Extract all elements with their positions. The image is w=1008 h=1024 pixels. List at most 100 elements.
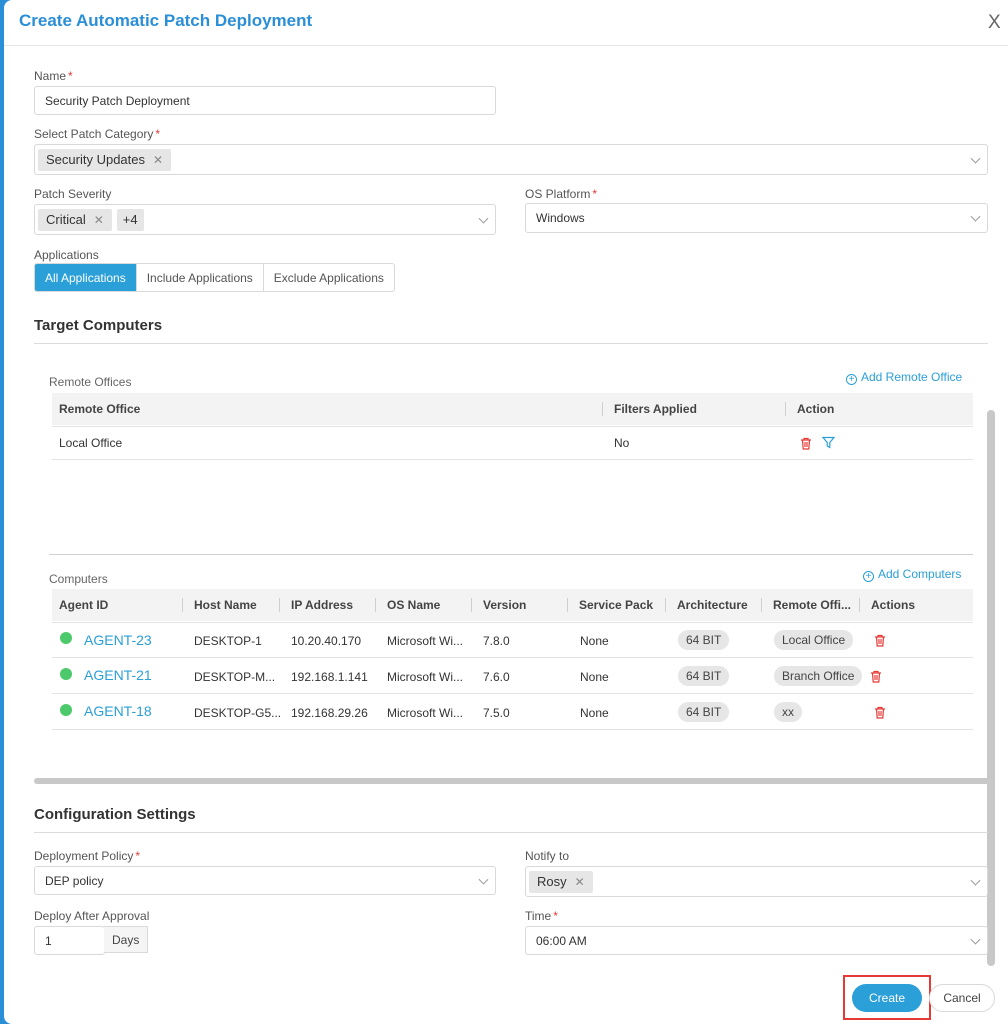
column-header: Service Pack — [579, 598, 654, 612]
os-name-cell: Microsoft Wi... — [387, 634, 464, 648]
remote-offices-header: Remote Office Filters Applied Action — [52, 393, 973, 425]
section-divider — [34, 832, 988, 833]
add-computers-button[interactable]: + Add Computers — [863, 567, 961, 582]
host-name-cell: DESKTOP-G5... — [194, 706, 282, 720]
column-header: Remote Office — [59, 402, 141, 416]
column-separator — [182, 598, 183, 612]
patch-severity-label: Patch Severity — [34, 187, 112, 201]
remote-office-cell: Local Office — [59, 436, 123, 450]
configuration-settings-title: Configuration Settings — [34, 806, 196, 823]
deploy-after-input[interactable]: 1 — [34, 926, 105, 955]
trash-icon[interactable] — [874, 706, 886, 719]
chevron-down-icon — [478, 213, 489, 224]
chevron-down-icon — [970, 153, 981, 164]
add-remote-office-button[interactable]: + Add Remote Office — [846, 370, 962, 385]
all-applications-option[interactable]: All Applications — [35, 264, 137, 291]
service-pack-cell: None — [580, 706, 609, 720]
column-separator — [761, 598, 762, 612]
remote-offices-label: Remote Offices — [49, 375, 132, 389]
applications-segmented: All Applications Include Applications Ex… — [34, 263, 395, 292]
column-header: Host Name — [194, 598, 257, 612]
horizontal-scrollbar[interactable] — [34, 778, 989, 784]
remote-office-badge: Branch Office — [774, 666, 863, 686]
version-cell: 7.8.0 — [483, 634, 510, 648]
plus-circle-icon: + — [863, 571, 874, 582]
include-applications-option[interactable]: Include Applications — [137, 264, 264, 291]
remote-office-badge: xx — [774, 702, 802, 722]
create-deployment-modal: Create Automatic Patch Deployment X Name… — [4, 0, 1008, 1024]
modal-title: Create Automatic Patch Deployment — [19, 11, 313, 30]
column-header: Actions — [871, 598, 916, 612]
online-status-icon — [60, 632, 72, 644]
column-separator — [375, 598, 376, 612]
remote-office-badge: Local Office — [774, 630, 854, 650]
online-status-icon — [60, 704, 72, 716]
architecture-badge: 64 BIT — [678, 702, 730, 722]
trash-icon[interactable] — [800, 437, 812, 450]
column-header: IP Address — [291, 598, 354, 612]
version-cell: 7.6.0 — [483, 670, 510, 684]
row-divider — [52, 622, 973, 623]
deployment-policy-label: Deployment Policy * — [34, 849, 141, 863]
column-separator — [471, 598, 472, 612]
os-name-cell: Microsoft Wi... — [387, 706, 464, 720]
architecture-badge: 64 BIT — [678, 630, 730, 650]
agent-id-link[interactable]: AGENT-21 — [84, 667, 152, 683]
target-computers-title: Target Computers — [34, 317, 163, 334]
agent-id-link[interactable]: AGENT-23 — [84, 632, 152, 648]
ip-address-cell: 192.168.1.141 — [291, 670, 368, 684]
time-label: Time * — [525, 909, 558, 923]
filters-applied-cell: No — [614, 436, 630, 450]
table-row: AGENT-21 DESKTOP-M... 192.168.1.141 Micr… — [52, 658, 973, 693]
vertical-scrollbar[interactable] — [987, 410, 995, 966]
computers-label: Computers — [49, 572, 108, 586]
version-cell: 7.5.0 — [483, 706, 510, 720]
cancel-button[interactable]: Cancel — [929, 984, 995, 1012]
name-label: Name * — [34, 69, 73, 83]
chevron-down-icon — [970, 211, 981, 222]
deployment-policy-select[interactable]: DEP policy — [34, 866, 496, 895]
os-platform-label: OS Platform * — [525, 187, 598, 201]
table-row: Local Office No — [52, 427, 973, 460]
os-platform-select[interactable]: Windows — [525, 203, 988, 233]
create-button[interactable]: Create — [852, 984, 922, 1012]
patch-category-select[interactable]: Security Updates ✕ — [34, 144, 988, 175]
chevron-down-icon — [478, 874, 489, 885]
column-separator — [602, 402, 603, 416]
filter-icon[interactable] — [822, 436, 835, 449]
column-header: Remote Offi... — [773, 598, 852, 612]
ip-address-cell: 192.168.29.26 — [291, 706, 368, 720]
column-header: Agent ID — [59, 598, 109, 612]
table-row: AGENT-23 DESKTOP-1 10.20.40.170 Microsof… — [52, 623, 973, 658]
section-divider — [34, 343, 988, 344]
days-unit-label: Days — [104, 926, 149, 953]
name-input[interactable]: Security Patch Deployment — [34, 86, 496, 115]
ip-address-cell: 10.20.40.170 — [291, 634, 362, 648]
time-select[interactable]: 06:00 AM — [525, 926, 988, 955]
tag-remove-icon[interactable]: ✕ — [153, 152, 164, 167]
tag-remove-icon[interactable]: ✕ — [93, 212, 104, 227]
agent-id-link[interactable]: AGENT-18 — [84, 703, 152, 719]
row-divider — [52, 693, 973, 694]
trash-icon[interactable] — [870, 670, 882, 683]
row-divider — [52, 657, 973, 658]
severity-more-tag: +4 — [116, 208, 144, 231]
close-icon[interactable]: X — [988, 12, 1001, 33]
notify-to-select[interactable]: Rosy ✕ — [525, 866, 988, 897]
column-separator — [665, 598, 666, 612]
table-row: AGENT-18 DESKTOP-G5... 192.168.29.26 Mic… — [52, 694, 973, 729]
column-separator — [567, 598, 568, 612]
exclude-applications-option[interactable]: Exclude Applications — [273, 270, 384, 285]
patch-severity-select[interactable]: Critical ✕ +4 — [34, 204, 496, 235]
plus-circle-icon: + — [846, 374, 857, 385]
column-separator — [785, 402, 786, 416]
column-header: Action — [797, 402, 835, 416]
notify-tag: Rosy ✕ — [529, 870, 593, 893]
row-divider — [52, 426, 973, 427]
tag-remove-icon[interactable]: ✕ — [574, 874, 585, 889]
online-status-icon — [60, 668, 72, 680]
trash-icon[interactable] — [874, 634, 886, 647]
column-header: Version — [483, 598, 527, 612]
column-header: OS Name — [387, 598, 441, 612]
deploy-after-approval-label: Deploy After Approval — [34, 909, 150, 923]
